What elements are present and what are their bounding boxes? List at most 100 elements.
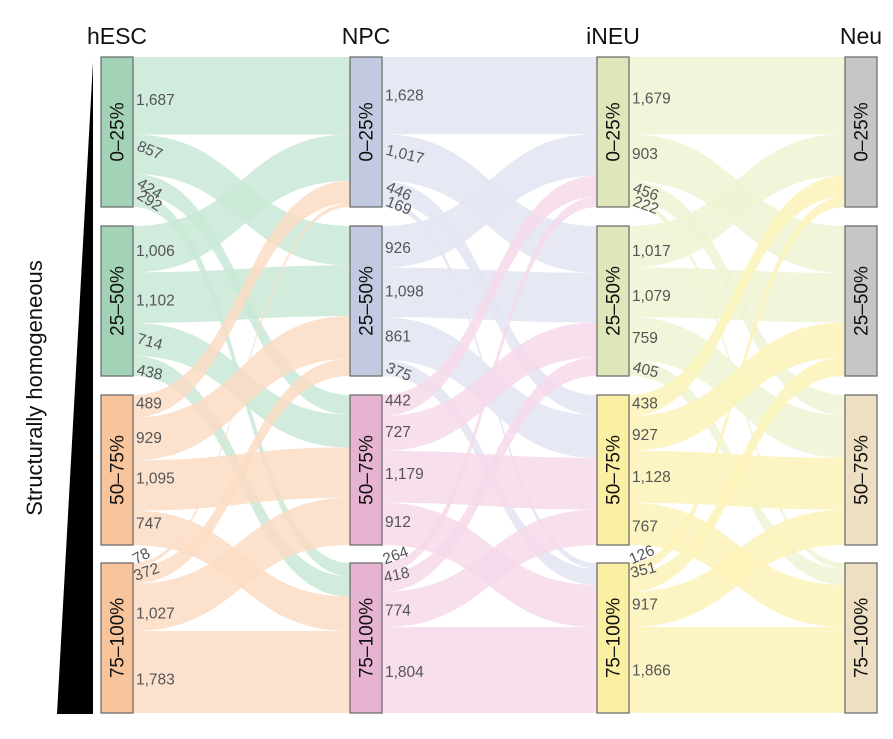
npc-label-0-0: 1,628 — [385, 88, 424, 105]
link-hesc-npc-3-0 — [133, 203, 350, 567]
ineu-label-1-2: 759 — [632, 330, 658, 347]
node-label-ineu-1: 25–50% — [604, 266, 625, 336]
node-label-neu-3: 75–100% — [852, 598, 873, 678]
npc-label-3-3: 1,804 — [385, 664, 424, 681]
link-npc-ineu-0-0 — [382, 57, 597, 135]
node-ineu-0 — [596, 56, 630, 208]
node-label-npc-0: 0–25% — [357, 102, 378, 161]
node-hesc-0 — [100, 56, 134, 208]
node-neu-3 — [844, 562, 878, 714]
ineu-label-3-2: 917 — [632, 597, 658, 614]
hesc-label-2-1: 929 — [136, 430, 162, 447]
ineu-label-3-3: 1,866 — [632, 663, 671, 680]
link-hesc-npc-3-3 — [133, 630, 350, 713]
link-npc-ineu-3-2 — [382, 509, 597, 628]
node-hesc-3 — [100, 562, 134, 714]
link-hesc-npc-2-1 — [133, 316, 350, 461]
node-label-hesc-1: 25–50% — [108, 266, 129, 336]
ineu-label-3-1: 351 — [629, 559, 658, 582]
link-npc-ineu-3-1 — [382, 357, 597, 592]
link-ineu-neu-3-0 — [629, 196, 845, 574]
hesc-label-1-2: 714 — [135, 331, 165, 355]
homogeneity-wedge — [57, 62, 93, 714]
link-ineu-neu-2-0 — [629, 175, 845, 416]
link-hesc-npc-1-0 — [133, 134, 350, 273]
hesc-label-1-3: 438 — [135, 362, 164, 384]
ineu-label-0-1: 903 — [632, 146, 658, 163]
node-label-npc-2: 50–75% — [357, 435, 378, 505]
node-npc-0 — [349, 56, 383, 208]
node-npc-3 — [349, 562, 383, 714]
node-neu-1 — [844, 225, 878, 377]
hesc-label-2-3: 747 — [136, 516, 162, 533]
stage-title-ineu: iNEU — [586, 23, 640, 49]
ineu-label-1-0: 1,017 — [632, 243, 671, 260]
node-label-hesc-2: 50–75% — [108, 435, 129, 505]
y-axis-label: Structurally homogeneous — [22, 260, 47, 516]
node-label-neu-1: 25–50% — [852, 266, 873, 336]
flow-links — [133, 57, 845, 713]
link-ineu-neu-1-0 — [629, 134, 845, 268]
npc-label-1-1: 1,098 — [385, 284, 424, 301]
link-npc-ineu-3-3 — [382, 627, 597, 713]
link-hesc-npc-3-1 — [133, 358, 350, 584]
hesc-label-0-0: 1,687 — [136, 92, 175, 109]
node-hesc-1 — [100, 225, 134, 377]
npc-label-3-1: 418 — [382, 564, 411, 586]
node-label-ineu-2: 50–75% — [604, 435, 625, 505]
npc-label-1-0: 926 — [385, 240, 411, 257]
link-npc-ineu-3-0 — [382, 196, 597, 574]
link-hesc-npc-3-2 — [133, 497, 350, 631]
npc-label-2-3: 912 — [385, 514, 411, 531]
link-hesc-npc-2-0 — [133, 180, 350, 418]
ineu-label-2-0: 438 — [632, 396, 658, 413]
node-neu-0 — [844, 56, 878, 208]
stage-title-neu: Neu — [840, 23, 882, 49]
node-label-npc-1: 25–50% — [357, 266, 378, 336]
node-label-neu-2: 50–75% — [852, 435, 873, 505]
npc-label-2-2: 1,179 — [385, 466, 424, 483]
node-ineu-1 — [596, 225, 630, 377]
node-hesc-2 — [100, 394, 134, 546]
node-label-ineu-3: 75–100% — [604, 598, 625, 678]
node-ineu-2 — [596, 394, 630, 546]
hesc-label-3-2: 1,027 — [136, 606, 175, 623]
npc-label-1-3: 375 — [384, 359, 414, 384]
hesc-label-3-3: 1,783 — [136, 672, 175, 689]
link-ineu-neu-3-1 — [629, 357, 845, 592]
hesc-label-1-1: 1,102 — [136, 293, 175, 310]
node-label-npc-3: 75–100% — [357, 598, 378, 678]
node-label-hesc-0: 0–25% — [108, 102, 129, 161]
hesc-label-3-0: 78 — [130, 545, 153, 568]
ineu-label-1-1: 1,079 — [632, 288, 671, 305]
link-npc-ineu-1-0 — [382, 134, 597, 268]
node-label-hesc-3: 75–100% — [108, 598, 129, 678]
stage-nodes: 0–25% 25–50% 50–75% 75–100% 0–25% 25–50% 50–75… — [100, 56, 878, 714]
stage-title-hesc: hESC — [87, 23, 147, 49]
node-label-ineu-0: 0–25% — [604, 102, 625, 161]
hesc-label-2-2: 1,095 — [136, 471, 175, 488]
ineu-label-1-3: 405 — [631, 359, 660, 382]
npc-label-3-2: 774 — [385, 603, 411, 620]
node-npc-1 — [349, 225, 383, 377]
node-neu-2 — [844, 394, 878, 546]
stage-titles: hESC NPC iNEU Neu — [87, 23, 882, 49]
ineu-label-0-0: 1,679 — [632, 91, 671, 108]
link-ineu-neu-0-0 — [629, 57, 845, 135]
npc-label-2-1: 727 — [385, 424, 411, 441]
ineu-label-2-3: 767 — [632, 519, 658, 536]
link-npc-ineu-2-0 — [382, 175, 597, 416]
hesc-label-2-0: 489 — [136, 396, 162, 413]
npc-label-2-0: 442 — [385, 393, 411, 410]
node-ineu-3 — [596, 562, 630, 714]
npc-label-1-2: 861 — [385, 329, 411, 346]
ineu-label-2-2: 1,128 — [632, 469, 671, 486]
ineu-label-2-1: 927 — [632, 427, 658, 444]
link-ineu-neu-3-2 — [629, 509, 845, 628]
node-label-neu-0: 0–25% — [852, 102, 873, 161]
link-ineu-neu-3-3 — [629, 627, 845, 713]
stage-title-npc: NPC — [342, 23, 391, 49]
link-hesc-npc-0-0 — [133, 57, 350, 135]
node-npc-2 — [349, 394, 383, 546]
